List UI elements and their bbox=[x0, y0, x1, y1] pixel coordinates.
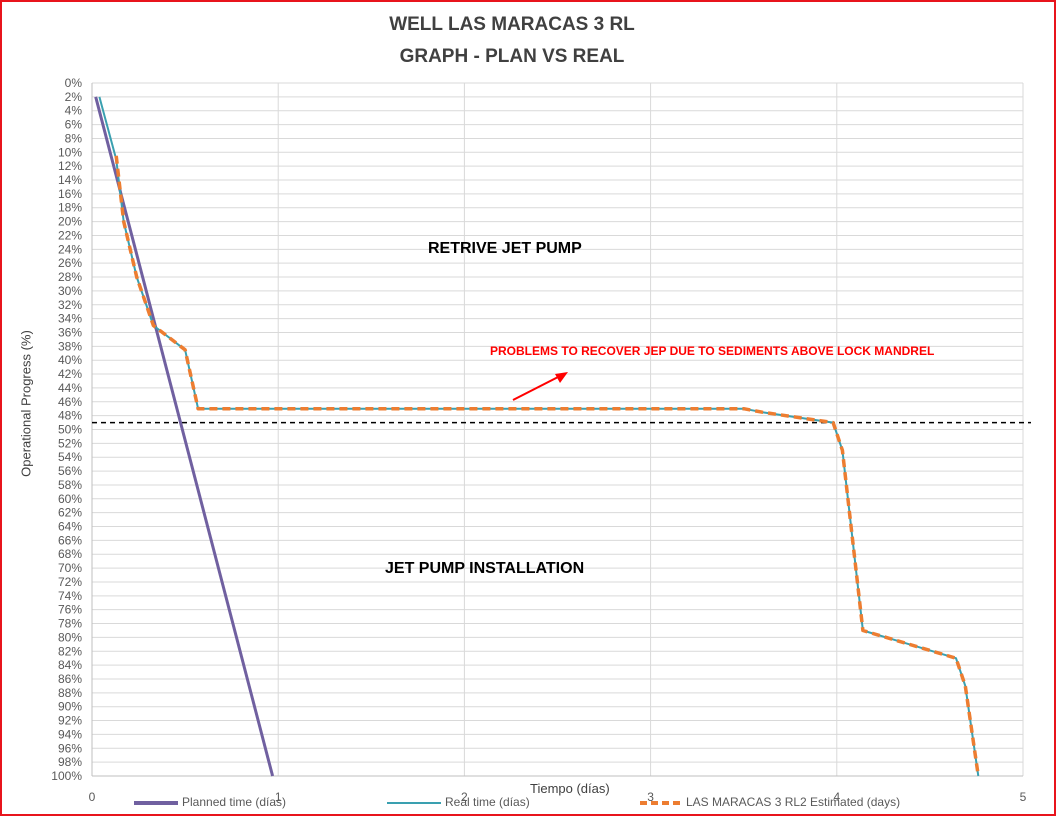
y-tick-label: 46% bbox=[58, 395, 82, 409]
y-tick-label: 48% bbox=[58, 409, 82, 423]
y-tick-label: 20% bbox=[58, 215, 82, 229]
x-tick-label: 3 bbox=[647, 790, 654, 804]
y-tick-label: 62% bbox=[58, 506, 82, 520]
y-tick-label: 34% bbox=[58, 312, 82, 326]
y-tick-label: 12% bbox=[58, 159, 82, 173]
x-tick-label: 1 bbox=[275, 790, 282, 804]
y-tick-label: 4% bbox=[65, 104, 83, 118]
y-tick-label: 86% bbox=[58, 672, 82, 686]
y-tick-label: 52% bbox=[58, 436, 82, 450]
y-tick-label: 10% bbox=[58, 145, 82, 159]
series-line-estimated bbox=[114, 155, 981, 777]
y-tick-label: 50% bbox=[58, 423, 82, 437]
y-tick-label: 58% bbox=[58, 478, 82, 492]
y-tick-label: 82% bbox=[58, 644, 82, 658]
y-tick-label: 76% bbox=[58, 603, 82, 617]
y-tick-label: 30% bbox=[58, 284, 82, 298]
x-axis-label: Tiempo (días) bbox=[530, 781, 610, 796]
y-tick-label: 28% bbox=[58, 270, 82, 284]
annotation-problems: PROBLEMS TO RECOVER JEP DUE TO SEDIMENTS… bbox=[490, 344, 935, 358]
y-tick-label: 68% bbox=[58, 547, 82, 561]
y-tick-label: 92% bbox=[58, 714, 82, 728]
y-tick-label: 88% bbox=[58, 686, 82, 700]
annotation-jet-pump-installation: JET PUMP INSTALLATION bbox=[385, 560, 585, 577]
y-tick-label: 14% bbox=[58, 173, 82, 187]
y-tick-label: 54% bbox=[58, 450, 82, 464]
y-tick-label: 94% bbox=[58, 727, 82, 741]
y-tick-label: 96% bbox=[58, 741, 82, 755]
chart-title: WELL LAS MARACAS 3 RL bbox=[389, 14, 635, 35]
y-tick-label: 16% bbox=[58, 187, 82, 201]
annotation-retrieve-jet-pump: RETRIVE JET PUMP bbox=[428, 240, 582, 257]
legend-label-planned: Planned time (días) bbox=[182, 795, 287, 809]
legend-swatch-real bbox=[387, 802, 441, 804]
legend-label-estimated: LAS MARACAS 3 RL2 Estimated (days) bbox=[686, 795, 901, 809]
series-line-planned bbox=[94, 96, 275, 777]
y-tick-label: 0% bbox=[65, 76, 83, 90]
y-tick-label: 72% bbox=[58, 575, 82, 589]
y-tick-label: 40% bbox=[58, 353, 82, 367]
y-tick-label: 56% bbox=[58, 464, 82, 478]
legend-swatch-estimated bbox=[640, 801, 682, 805]
y-tick-label: 32% bbox=[58, 298, 82, 312]
y-tick-label: 36% bbox=[58, 325, 82, 339]
y-tick-label: 70% bbox=[58, 561, 82, 575]
y-tick-label: 2% bbox=[65, 90, 83, 104]
y-tick-label: 100% bbox=[51, 769, 82, 783]
y-tick-label: 44% bbox=[58, 381, 82, 395]
x-tick-label: 5 bbox=[1020, 790, 1027, 804]
annotation-arrow-shaft bbox=[512, 374, 563, 401]
x-tick-label: 2 bbox=[461, 790, 468, 804]
y-tick-label: 42% bbox=[58, 367, 82, 381]
y-tick-label: 24% bbox=[58, 242, 82, 256]
x-tick-label: 0 bbox=[89, 790, 96, 804]
x-tick-label: 4 bbox=[833, 790, 840, 804]
y-tick-label: 18% bbox=[58, 201, 82, 215]
y-tick-label: 6% bbox=[65, 118, 83, 132]
y-axis-label: Operational Progress (%) bbox=[18, 330, 34, 477]
y-tick-label: 80% bbox=[58, 630, 82, 644]
y-tick-label: 22% bbox=[58, 228, 82, 242]
legend-label-real: Real time (días) bbox=[445, 795, 530, 809]
y-tick-label: 98% bbox=[58, 755, 82, 769]
y-tick-label: 84% bbox=[58, 658, 82, 672]
y-tick-label: 64% bbox=[58, 520, 82, 534]
y-tick-label: 66% bbox=[58, 533, 82, 547]
y-tick-label: 90% bbox=[58, 700, 82, 714]
legend-swatch-planned bbox=[134, 801, 178, 805]
y-tick-label: 8% bbox=[65, 131, 83, 145]
annotation-arrow-head bbox=[555, 372, 568, 383]
y-tick-label: 74% bbox=[58, 589, 82, 603]
y-tick-label: 38% bbox=[58, 339, 82, 353]
y-tick-label: 78% bbox=[58, 617, 82, 631]
chart-subtitle: GRAPH - PLAN VS REAL bbox=[399, 46, 625, 67]
y-tick-label: 26% bbox=[58, 256, 82, 270]
y-tick-label: 60% bbox=[58, 492, 82, 506]
